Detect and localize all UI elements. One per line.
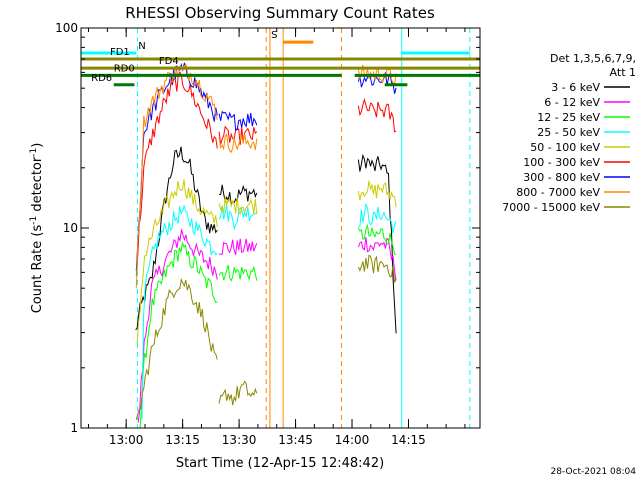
legend-label-8: 7000 - 15000 keV bbox=[502, 201, 600, 214]
series-line-0-segment-2 bbox=[357, 153, 397, 334]
legend-label-0: 3 - 6 keV bbox=[551, 81, 600, 94]
series-line-5-segment-2 bbox=[357, 97, 397, 133]
series-line-8-segment-0 bbox=[135, 277, 218, 420]
legend-label-1: 6 - 12 keV bbox=[544, 96, 600, 109]
y-tick-label-1: 10 bbox=[63, 221, 78, 235]
generation-timestamp: 28-Oct-2021 08:04 bbox=[551, 467, 637, 477]
y-axis-label-sup2: -1 bbox=[29, 148, 39, 157]
flag-label-4: RD6 bbox=[91, 73, 112, 84]
series-line-8-segment-1 bbox=[218, 380, 258, 406]
legend: Det 1,3,5,6,7,9, Att 1 3 - 6 keV 6 - 12 k… bbox=[502, 52, 636, 214]
y-axis-label-sup1: -1 bbox=[29, 216, 39, 225]
series-line-3-segment-1 bbox=[218, 204, 257, 231]
flag-label-5: S bbox=[271, 30, 277, 41]
series-line-4-segment-2 bbox=[357, 180, 397, 208]
chart-title: RHESSI Observing Summary Count Rates bbox=[125, 4, 435, 22]
x-tick-label-0: 13:00 bbox=[109, 433, 144, 447]
series-traces bbox=[135, 61, 397, 428]
y-axis: 1 10 100 bbox=[55, 21, 480, 435]
series-line-8-segment-2 bbox=[357, 254, 397, 283]
legend-label-4: 50 - 100 keV bbox=[530, 141, 600, 154]
series-line-4-segment-1 bbox=[218, 196, 258, 216]
series-line-5-segment-1 bbox=[218, 125, 258, 145]
series-line-2-segment-0 bbox=[139, 241, 218, 428]
flag-label-3: RD0 bbox=[114, 63, 135, 74]
y-axis-label: Count Rate (s-1 detector-1) bbox=[29, 143, 45, 314]
series-line-1-segment-1 bbox=[219, 238, 258, 255]
x-axis: 13:00 13:15 13:30 13:45 14:00 14:15 bbox=[88, 28, 466, 447]
y-tick-label-0: 1 bbox=[70, 421, 78, 435]
series-line-0-segment-0 bbox=[135, 146, 218, 331]
series-line-6-segment-1 bbox=[218, 110, 258, 131]
y-axis-label-end: ) bbox=[30, 143, 45, 148]
x-tick-label-5: 14:15 bbox=[391, 433, 426, 447]
x-tick-label-1: 13:15 bbox=[165, 433, 200, 447]
series-line-7-segment-1 bbox=[218, 132, 258, 154]
series-line-2-segment-2 bbox=[357, 223, 397, 255]
series-line-5-segment-0 bbox=[135, 70, 218, 276]
series-line-4-segment-0 bbox=[136, 179, 218, 344]
x-tick-label-3: 13:45 bbox=[278, 433, 313, 447]
legend-header-line-2: Att 1 bbox=[610, 66, 636, 79]
series-line-1-segment-0 bbox=[137, 229, 218, 423]
y-axis-label-mid: detector bbox=[30, 156, 45, 216]
x-tick-label-4: 14:00 bbox=[335, 433, 370, 447]
y-tick-label-2: 100 bbox=[55, 21, 78, 35]
x-tick-label-2: 13:30 bbox=[222, 433, 257, 447]
flag-label-0: N bbox=[138, 41, 145, 52]
series-line-7-segment-0 bbox=[135, 63, 218, 289]
legend-header-line-1: Det 1,3,5,6,7,9, bbox=[550, 52, 636, 65]
series-line-6-segment-0 bbox=[135, 61, 218, 271]
x-axis-label: Start Time (12-Apr-15 12:48:42) bbox=[176, 456, 384, 471]
legend-label-5: 100 - 300 keV bbox=[523, 156, 600, 169]
legend-label-2: 12 - 25 keV bbox=[537, 111, 600, 124]
y-axis-label-main: Count Rate (s bbox=[30, 225, 45, 314]
series-line-3-segment-2 bbox=[358, 202, 397, 234]
legend-label-7: 800 - 7000 keV bbox=[516, 186, 600, 199]
series-line-1-segment-2 bbox=[357, 237, 397, 281]
legend-label-3: 25 - 50 keV bbox=[537, 126, 600, 139]
flag-label-1: FD1 bbox=[110, 47, 130, 58]
series-line-3-segment-0 bbox=[141, 204, 218, 420]
legend-label-6: 300 - 800 keV bbox=[523, 171, 600, 184]
series-line-2-segment-1 bbox=[218, 264, 258, 282]
flag-label-2: FD4 bbox=[159, 56, 179, 67]
